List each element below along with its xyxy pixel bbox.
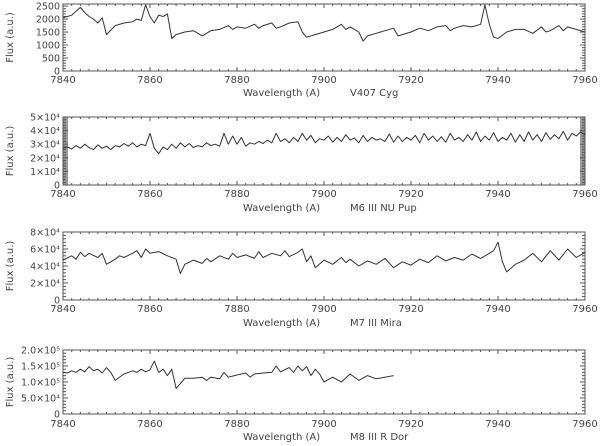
y-axis-label: Flux (a.u.) [5, 357, 16, 408]
x-tick-label: 7920 [398, 75, 423, 86]
x-tick-label: 7860 [137, 189, 162, 200]
y-axis-label: Flux (a.u.) [5, 126, 16, 177]
y-tick-label: 1×10⁴ [30, 167, 60, 178]
y-tick-label: 0 [54, 181, 60, 192]
plot-frame [62, 231, 586, 301]
x-tick-label: 7960 [572, 189, 597, 200]
y-tick-label: 4×10⁴ [30, 262, 60, 273]
y-tick-label: 4×10⁴ [30, 126, 60, 137]
plot-frame [62, 116, 586, 186]
star-name-label: V407 Cyg [350, 88, 398, 99]
y-tick-label: 0 [54, 296, 60, 307]
y-tick-label: 5.0×10⁴ [21, 394, 60, 405]
x-tick-label: 7940 [485, 419, 510, 430]
spectrum-panel-3: 7840 7860 7880 7900 7920 7940 7960 0 2×10⁴ 4×10⁴ 6… [5, 228, 598, 330]
y-axis-label: Flux (a.u.) [5, 241, 16, 292]
x-tick-label: 7960 [572, 75, 597, 86]
y-tick-label: 2000 [36, 15, 60, 26]
y-tick-label: 6×10⁴ [30, 245, 60, 256]
x-tick-label: 7940 [485, 75, 510, 86]
y-tick-label: 5×10⁴ [30, 113, 60, 124]
x-tick-label: 7840 [50, 75, 75, 86]
y-tick-label: 1.0×10⁵ [21, 378, 60, 389]
spectrum-panel-2: 7840 7860 7880 7900 7920 7940 7960 0 1×10⁴ 2×10⁴ 3… [5, 113, 598, 215]
x-tick-label: 7920 [398, 189, 423, 200]
y-tick-label: 1000 [36, 41, 60, 52]
x-tick-label: 7860 [137, 75, 162, 86]
x-tick-label: 7880 [224, 304, 249, 315]
x-tick-label: 7960 [572, 419, 597, 430]
x-tick-label: 7920 [398, 419, 423, 430]
x-tick-label: 7860 [137, 419, 162, 430]
y-tick-label: 500 [42, 54, 60, 65]
x-axis-label: Wavelength (A) [243, 88, 320, 99]
star-name-label: M7 III Mira [350, 318, 402, 329]
y-tick-label: 1500 [36, 28, 60, 39]
x-axis-label: Wavelength (A) [243, 432, 320, 443]
spectrum-panel-1: 7840 7860 7880 7900 7920 7940 7960 0 500 1000 1500… [5, 2, 598, 99]
x-tick-label: 7880 [224, 75, 249, 86]
y-tick-label: 2×10⁴ [30, 153, 60, 164]
x-tick-label: 7880 [224, 419, 249, 430]
y-tick-label: 0 [54, 67, 60, 78]
x-tick-label: 7880 [224, 189, 249, 200]
x-tick-label: 7940 [485, 189, 510, 200]
y-tick-label: 0 [54, 410, 60, 421]
spectrum-line [62, 360, 394, 389]
y-tick-label: 1.5×10⁵ [21, 362, 60, 373]
star-name-label: M6 III NU Pup [350, 203, 417, 214]
x-axis-label: Wavelength (A) [243, 318, 320, 329]
spectrum-panel-4: 7840 7860 7880 7900 7920 7940 7960 0 5.0×10⁴ 1.0×… [5, 346, 598, 444]
shaded-band-right [580, 117, 585, 185]
y-tick-label: 8×10⁴ [30, 228, 60, 239]
x-tick-label: 7900 [311, 189, 336, 200]
x-tick-label: 7920 [398, 304, 423, 315]
y-tick-label: 3×10⁴ [30, 140, 60, 151]
spectrum-line [62, 241, 586, 275]
x-tick-label: 7900 [311, 75, 336, 86]
shaded-band-left [63, 117, 68, 185]
x-tick-label: 7840 [50, 419, 75, 430]
spectrum-line [62, 4, 586, 42]
x-tick-label: 7840 [50, 189, 75, 200]
spectrum-line [62, 130, 586, 155]
y-tick-label: 2.0×10⁵ [21, 346, 60, 357]
x-tick-label: 7900 [311, 419, 336, 430]
x-tick-label: 7860 [137, 304, 162, 315]
y-tick-label: 2500 [36, 2, 60, 13]
x-tick-label: 7840 [50, 304, 75, 315]
y-axis-label: Flux (a.u.) [5, 12, 16, 63]
star-name-label: M8 III R Dor [350, 432, 409, 443]
x-tick-label: 7900 [311, 304, 336, 315]
x-tick-label: 7960 [572, 304, 597, 315]
plot-frame [62, 3, 586, 72]
x-tick-label: 7940 [485, 304, 510, 315]
x-axis-label: Wavelength (A) [243, 203, 320, 214]
y-tick-label: 2×10⁴ [30, 279, 60, 290]
